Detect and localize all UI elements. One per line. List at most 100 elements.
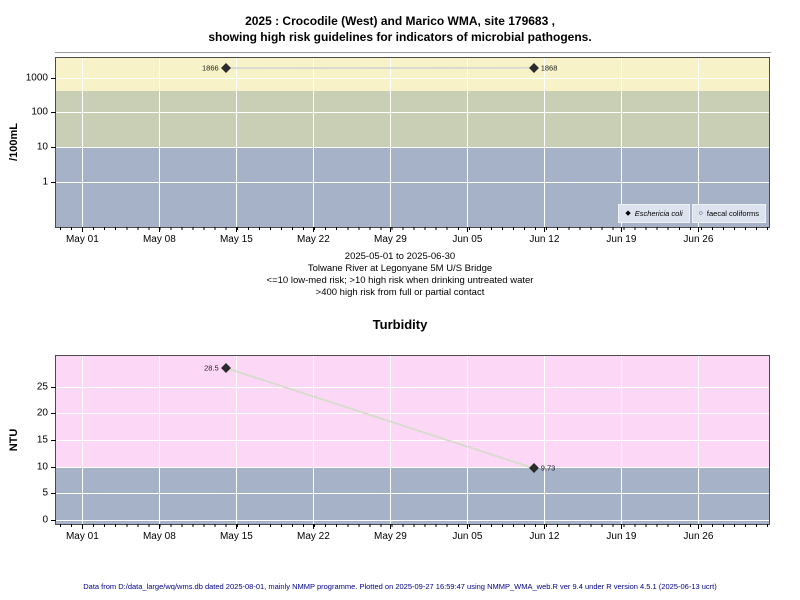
- x-tick-label: Jun 05: [452, 531, 483, 542]
- chart1-band-mid-risk: [56, 91, 769, 147]
- x-tick: [544, 227, 546, 232]
- title-divider: [55, 52, 771, 53]
- chart1-band-high-risk: [56, 58, 769, 92]
- caption-risk-guideline-2: >400 high risk from full or partial cont…: [315, 287, 485, 298]
- y-tick-label: 1: [42, 176, 48, 188]
- gridline: [159, 356, 161, 524]
- y-tick: [51, 466, 56, 468]
- y-tick-label: 5: [42, 487, 48, 499]
- y-tick: [51, 413, 56, 415]
- y-tick-label: 20: [36, 407, 48, 419]
- x-tick: [544, 524, 546, 529]
- x-tick: [159, 524, 161, 529]
- x-tick-label: May 01: [65, 531, 99, 542]
- x-tick: [313, 524, 315, 529]
- y-tick-label: 0: [42, 514, 48, 526]
- x-tick-label: May 29: [373, 531, 407, 542]
- x-tick: [467, 227, 469, 232]
- x-tick: [82, 227, 84, 232]
- x-tick-label: Jun 19: [606, 531, 637, 542]
- gridline: [313, 58, 315, 227]
- open-circle-icon: ○: [698, 210, 703, 217]
- gridline: [56, 519, 769, 521]
- x-tick-label: May 08: [142, 234, 176, 245]
- x-tick: [82, 524, 84, 529]
- gridline: [56, 146, 769, 148]
- chart2-plot-area: 28.5 9.73 25 20 15 10 5 0 May 01 May 08 …: [37, 355, 770, 542]
- x-axis-minor-ticks: [56, 524, 769, 527]
- gridline: [56, 181, 769, 183]
- gridline: [159, 58, 161, 227]
- gridline: [390, 356, 392, 524]
- gridline: [56, 386, 769, 388]
- chart-title-line2: showing high risk guidelines for indicat…: [208, 30, 592, 44]
- gridline: [82, 356, 84, 524]
- caption-date-range: 2025-05-01 to 2025-06-30: [344, 251, 456, 262]
- y-tick-label: 15: [36, 434, 48, 446]
- chart1-caption: 2025-05-01 to 2025-06-30 Tolwane River a…: [0, 251, 800, 299]
- x-tick: [621, 227, 623, 232]
- y-tick-label: 100: [31, 106, 48, 118]
- y-tick-label: 10: [36, 141, 48, 153]
- x-tick: [313, 227, 315, 232]
- chart1-plot-area: 1866 1868 1000 100 10 1 May 01 May 08 Ma…: [26, 57, 770, 245]
- gridline: [698, 58, 700, 227]
- filled-diamond-icon: ◆: [625, 210, 631, 217]
- x-tick: [390, 524, 392, 529]
- y-tick-label: 25: [36, 381, 48, 393]
- chart2-band-below-10: [56, 466, 769, 524]
- legend-item-escherichia-coli: ◆ Eschericia coli: [618, 204, 690, 223]
- chart1-series-line: [56, 58, 769, 227]
- gridline: [56, 413, 769, 415]
- y-tick-label: 1000: [25, 72, 48, 84]
- chart1-point-label-1: 1866: [202, 63, 219, 73]
- y-tick: [51, 146, 56, 148]
- gridline: [313, 356, 315, 524]
- chart-title-line1: 2025 : Crocodile (West) and Marico WMA, …: [245, 14, 555, 28]
- legend-item-faecal-coliforms: ○ faecal coliforms: [691, 204, 766, 223]
- y-tick-label: 10: [36, 461, 48, 473]
- y-tick: [51, 112, 56, 114]
- x-tick-label: Jun 05: [452, 234, 483, 245]
- x-tick: [467, 524, 469, 529]
- y-tick: [51, 440, 56, 441]
- x-tick: [698, 227, 700, 232]
- y-tick: [51, 519, 56, 521]
- x-axis-minor-ticks: [56, 227, 769, 230]
- gridline: [56, 493, 769, 495]
- x-tick-label: Jun 12: [529, 531, 560, 542]
- legend-label: Eschericia coli: [634, 209, 683, 218]
- chart1-legend: ◆ Eschericia coli ○ faecal coliforms: [618, 204, 766, 223]
- x-tick-label: Jun 26: [683, 531, 714, 542]
- x-tick-label: May 01: [65, 234, 99, 245]
- gridline: [236, 356, 238, 524]
- x-tick-label: May 29: [373, 234, 407, 245]
- gridline: [390, 58, 392, 227]
- chart-title: 2025 : Crocodile (West) and Marico WMA, …: [0, 13, 800, 45]
- x-tick-label: Jun 26: [683, 234, 714, 245]
- y-tick: [51, 77, 56, 79]
- gridline: [467, 58, 469, 227]
- x-tick: [159, 227, 161, 232]
- plot-footer-provenance: Data from D:/data_large/wq/wms.db dated …: [83, 582, 717, 591]
- x-tick-label: May 22: [296, 234, 330, 245]
- gridline: [236, 58, 238, 227]
- gridline: [621, 58, 623, 227]
- gridline: [467, 356, 469, 524]
- gridline: [698, 356, 700, 524]
- chart1-y-axis-label: /100mL: [8, 123, 20, 161]
- y-tick: [51, 493, 56, 495]
- chart2-point-label-1: 28.5: [204, 363, 219, 373]
- x-tick: [236, 227, 238, 232]
- x-tick: [621, 524, 623, 529]
- gridline: [56, 77, 769, 79]
- x-tick-label: May 08: [142, 531, 176, 542]
- legend-label: faecal coliforms: [706, 209, 759, 218]
- gridline: [56, 440, 769, 441]
- x-tick: [698, 524, 700, 529]
- x-tick-label: May 15: [219, 531, 253, 542]
- gridline: [544, 58, 546, 227]
- x-tick-label: May 15: [219, 234, 253, 245]
- chart1-point-label-2: 1868: [540, 63, 558, 73]
- chart2-series-line: [56, 356, 769, 524]
